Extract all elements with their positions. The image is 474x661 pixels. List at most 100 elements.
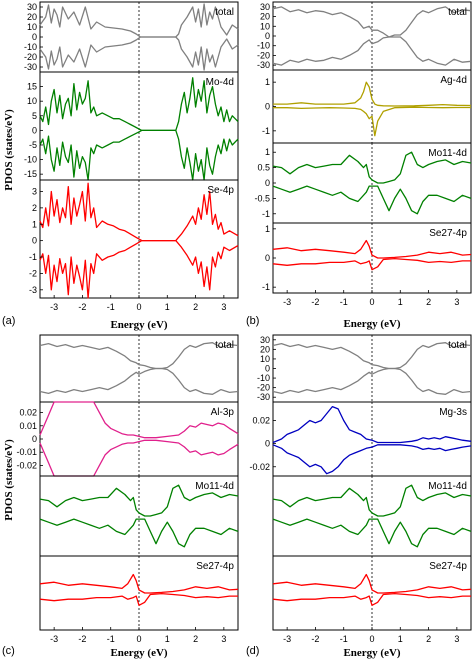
- orbital-label: Se27-4p: [429, 228, 467, 239]
- x-tick-label: -1: [340, 297, 348, 307]
- pdos-curve-spin-up: [272, 6, 472, 38]
- y-tick-label: 10: [27, 96, 37, 106]
- pdos-curve-spin-down: [273, 106, 471, 137]
- pdos-curve-spin-up: [39, 573, 239, 594]
- x-tick-label: 3: [221, 302, 226, 312]
- panel-b: 3020100-10-20-30total10-1Ag-4d10.50-0.5-…: [246, 1, 472, 330]
- orbital-label: Ag-4d: [440, 75, 467, 86]
- y-tick-label: 1: [32, 219, 37, 229]
- x-tick-label: 0: [136, 634, 141, 644]
- y-tick-label: -10: [257, 41, 270, 51]
- y-tick-label: 1: [265, 224, 270, 234]
- y-tick-label: 2: [32, 203, 37, 213]
- y-tick-label: -1: [29, 252, 37, 262]
- x-tick-label: 0: [136, 302, 141, 312]
- pdos-curve-spin-down: [39, 129, 239, 181]
- orbital-label: Se-4p: [207, 185, 234, 196]
- y-tick-label: -10: [257, 373, 270, 383]
- x-axis-label: Energy (eV): [110, 319, 167, 331]
- y-tick-label: -0.01: [16, 447, 37, 457]
- y-tick-label: -3: [29, 285, 37, 295]
- y-tick-label: 20: [260, 12, 270, 22]
- y-tick-label: 10: [27, 22, 37, 32]
- y-tick-label: 0.02: [252, 416, 270, 426]
- orbital-label: Mo11-4d: [428, 148, 467, 159]
- y-tick-label: 0: [32, 434, 37, 444]
- x-tick-label: 1: [398, 297, 403, 307]
- pdos-curve-spin-down: [272, 592, 471, 606]
- y-tick-label: 0.02: [19, 408, 37, 418]
- y-tick-label: 1: [265, 77, 270, 87]
- x-tick-label: 1: [165, 634, 170, 644]
- subpanel-ag-4d: 1 0 -1 Ag-4d: [262, 69, 472, 144]
- y-tick-label: -10: [24, 155, 37, 165]
- y-tick-label: 1: [265, 147, 270, 157]
- pdos-curve-spin-down: [272, 36, 472, 66]
- x-axis-label: Energy (eV): [110, 647, 167, 659]
- x-tick-label: 3: [221, 634, 226, 644]
- orbital-label: Mo11-4d: [195, 481, 234, 492]
- panel-letter: (a): [2, 315, 15, 327]
- y-tick-label: 0.01: [19, 421, 37, 431]
- y-tick-label: 15: [27, 82, 37, 92]
- panel-letter: (d): [246, 645, 259, 657]
- subpanel-mo11-4d: 1 0.5 0 -0.5 -1 Mo11-4d: [254, 142, 472, 224]
- y-tick-label: 20: [27, 12, 37, 22]
- pdos-curve-spin-up: [39, 77, 239, 132]
- y-tick-label: -30: [257, 392, 270, 402]
- x-tick-label: -1: [107, 302, 115, 312]
- y-tick-label: 30: [260, 2, 270, 12]
- y-tick-label: 0: [32, 236, 37, 246]
- subpanel-se27-4p: Se27-4p: [39, 555, 239, 631]
- y-tick-label: 10: [260, 21, 270, 31]
- x-tick-label: 3: [454, 634, 459, 644]
- y-tick-label: 0.5: [257, 163, 270, 173]
- x-tick-label: -1: [107, 634, 115, 644]
- y-tick-label: -20: [24, 52, 37, 62]
- pdos-curve-spin-down: [272, 367, 472, 395]
- orbital-label: Se27-4p: [429, 561, 467, 572]
- y-tick-label: -1: [262, 126, 270, 136]
- subpanel-se27-4p: 1 0 -1 Se27-4p: [262, 222, 472, 294]
- y-tick-label: -15: [24, 169, 37, 179]
- y-tick-label: 20: [260, 344, 270, 354]
- y-tick-label: -10: [24, 42, 37, 52]
- orbital-label: Mo-4d: [206, 77, 234, 88]
- x-tick-label: -3: [283, 634, 291, 644]
- pdos-curve-spin-down: [39, 36, 239, 71]
- x-tick-label: -3: [50, 634, 58, 644]
- subpanel-mo11-4d: Mo11-4d: [272, 475, 472, 557]
- x-tick-label: 1: [398, 634, 403, 644]
- orbital-label: total: [215, 7, 234, 18]
- pdos-curve-spin-down: [272, 444, 472, 475]
- y-axis-label: PDOS (states/eV): [3, 439, 15, 521]
- x-axis-label: Energy (eV): [343, 647, 400, 659]
- x-tick-label: -1: [340, 634, 348, 644]
- subpanel-frame: [39, 1, 239, 73]
- orbital-label: Mo11-4d: [428, 481, 467, 492]
- pdos-curve-spin-up: [272, 342, 472, 370]
- pdos-curve-spin-up: [272, 239, 472, 259]
- subpanel-mo11-4d: Mo11-4d: [39, 475, 239, 557]
- x-tick-label: 0: [369, 297, 374, 307]
- pdos-curve-spin-up: [272, 484, 472, 517]
- y-tick-label: 5: [32, 111, 37, 121]
- subpanel-mg-3s: 0.02 0 -0.02 Mg-3s: [249, 401, 472, 477]
- pdos-curve-spin-up: [272, 405, 472, 444]
- x-tick-label: 2: [193, 634, 198, 644]
- pdos-curve-spin-up: [39, 342, 239, 370]
- y-axis-label: PDOS (states/eV): [3, 109, 15, 191]
- x-tick-label: 3: [454, 297, 459, 307]
- orbital-label: total: [448, 7, 467, 18]
- y-tick-label: 0: [32, 125, 37, 135]
- y-tick-label: -20: [257, 383, 270, 393]
- y-tick-label: 0: [265, 439, 270, 449]
- pdos-curve-spin-down: [272, 518, 472, 548]
- pdos-curve-spin-down: [39, 518, 239, 548]
- y-tick-label: -1: [262, 282, 270, 292]
- orbital-label: Se27-4p: [196, 561, 234, 572]
- y-tick-label: -20: [257, 50, 270, 60]
- orbital-label: Mg-3s: [439, 407, 467, 418]
- orbital-label: total: [215, 340, 234, 351]
